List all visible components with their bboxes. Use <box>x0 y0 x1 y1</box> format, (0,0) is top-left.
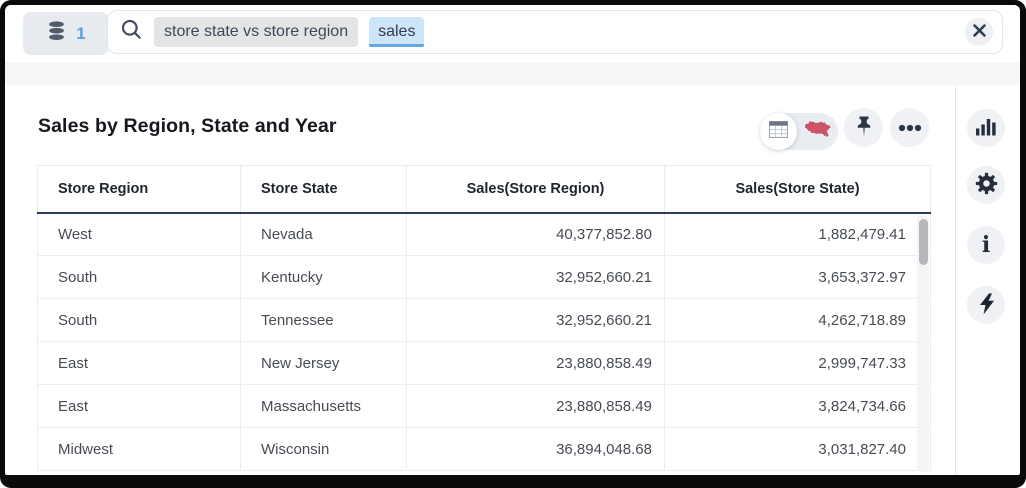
table-row[interactable]: Midwest Wisconsin 36,894,048.68 3,031,827.4… <box>37 427 931 471</box>
table-cell: 1,882,479.41 <box>664 212 931 256</box>
lightning-icon <box>978 293 995 318</box>
search-topbar: 1 store state vs store region sales <box>5 5 1020 62</box>
table-cell: Tennessee <box>240 298 407 342</box>
table-view-button[interactable] <box>760 113 797 150</box>
table-row[interactable]: East New Jersey 23,880,858.49 2,999,747.33 <box>37 341 931 385</box>
results-table: Store Region Store State Sales(Store Regio… <box>37 165 931 471</box>
bar-chart-icon <box>976 118 996 139</box>
table-cell: East <box>37 341 241 385</box>
answer-title: Sales by Region, State and Year <box>38 115 337 137</box>
table-cell: Nevada <box>240 212 407 256</box>
table-cell: East <box>37 384 241 428</box>
table-row[interactable]: East Massachusetts 23,880,858.49 3,824,734.… <box>37 384 931 428</box>
table-body: West Nevada 40,377,852.80 1,882,479.41 South… <box>37 212 931 471</box>
table-cell: 32,952,660.21 <box>406 255 665 299</box>
clear-search-button[interactable] <box>965 18 993 46</box>
search-token[interactable]: store state vs store region <box>154 17 359 47</box>
datasource-chip[interactable]: 1 <box>23 12 109 55</box>
ellipsis-icon <box>898 120 922 135</box>
table-cell: Massachusetts <box>240 384 407 428</box>
sidebar-divider <box>955 85 956 475</box>
search-token-active[interactable]: sales <box>369 17 425 47</box>
info-button[interactable]: i <box>967 226 1005 264</box>
topbar-separator-band <box>5 62 1020 85</box>
gear-icon <box>975 172 998 198</box>
database-icon <box>46 20 67 47</box>
pin-icon <box>856 116 872 140</box>
info-icon: i <box>981 232 991 258</box>
table-header-row: Store Region Store State Sales(Store Regio… <box>37 165 931 214</box>
column-header[interactable]: Store State <box>240 165 407 214</box>
table-cell: Midwest <box>37 427 241 471</box>
configure-button[interactable] <box>967 166 1005 204</box>
column-header[interactable]: Store Region <box>37 165 241 214</box>
table-cell: 3,653,372.97 <box>664 255 931 299</box>
map-view-button[interactable] <box>797 113 838 150</box>
app-window: 1 store state vs store region sales <box>5 5 1020 475</box>
table-cell: 3,824,734.66 <box>664 384 931 428</box>
table-cell: Wisconsin <box>240 427 407 471</box>
table-cell: 23,880,858.49 <box>406 341 665 385</box>
more-options-button[interactable] <box>890 108 929 147</box>
close-icon <box>972 24 986 40</box>
table-row[interactable]: South Tennessee 32,952,660.21 4,262,718.89 <box>37 298 931 342</box>
search-icon <box>120 18 143 46</box>
table-cell: South <box>37 255 241 299</box>
search-input[interactable]: store state vs store region sales <box>107 10 1003 54</box>
table-row[interactable]: South Kentucky 32,952,660.21 3,653,372.97 <box>37 255 931 299</box>
table-view-icon <box>769 120 788 143</box>
table-scrollbar[interactable] <box>917 215 929 472</box>
table-cell: West <box>37 212 241 256</box>
column-header[interactable]: Sales(Store Region) <box>406 165 665 214</box>
datasource-count: 1 <box>76 23 86 43</box>
table-cell: 36,894,048.68 <box>406 427 665 471</box>
table-cell: South <box>37 298 241 342</box>
column-header[interactable]: Sales(Store State) <box>664 165 931 214</box>
table-cell: 3,031,827.40 <box>664 427 931 471</box>
usa-map-icon <box>804 120 831 143</box>
table-row[interactable]: West Nevada 40,377,852.80 1,882,479.41 <box>37 212 931 256</box>
pin-button[interactable] <box>844 108 883 147</box>
table-cell: 40,377,852.80 <box>406 212 665 256</box>
table-cell: 23,880,858.49 <box>406 384 665 428</box>
insights-button[interactable] <box>967 286 1005 324</box>
table-cell: 2,999,747.33 <box>664 341 931 385</box>
table-cell: New Jersey <box>240 341 407 385</box>
table-cell: Kentucky <box>240 255 407 299</box>
view-toggle <box>760 113 838 150</box>
scrollbar-thumb[interactable] <box>918 219 928 265</box>
table-cell: 4,262,718.89 <box>664 298 931 342</box>
change-visualization-button[interactable] <box>967 109 1005 147</box>
table-cell: 32,952,660.21 <box>406 298 665 342</box>
